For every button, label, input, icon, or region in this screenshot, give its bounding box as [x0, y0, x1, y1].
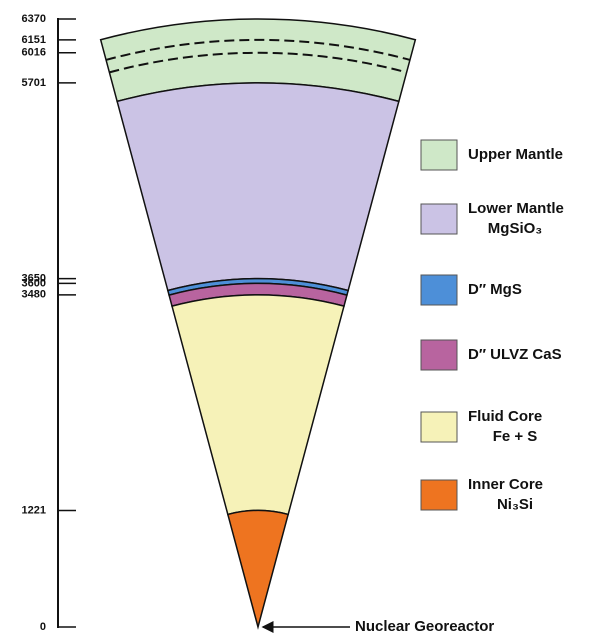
- legend-label: D″ MgS: [468, 281, 522, 298]
- tick-label: 5701: [22, 77, 46, 89]
- tick-label: 6151: [22, 34, 46, 46]
- tick-label: 6370: [22, 13, 46, 25]
- annotation: Nuclear Georeactor: [355, 618, 494, 634]
- legend-label: Upper Mantle: [468, 146, 563, 163]
- tick-label: 1221: [22, 504, 46, 516]
- legend-label: D″ ULVZ CaS: [468, 346, 562, 363]
- legend-swatch: [421, 412, 457, 442]
- tick-label: 6016: [22, 47, 46, 59]
- layer: [172, 295, 344, 515]
- layer: [117, 83, 399, 291]
- diagram: 637061516016570136503600348012210Upper M…: [0, 0, 601, 634]
- tick-label: 3480: [22, 289, 46, 301]
- tick-label: 0: [40, 621, 46, 633]
- legend-label: Lower Mantle: [468, 200, 564, 217]
- tick-label: 3600: [22, 277, 46, 289]
- legend-swatch: [421, 275, 457, 305]
- legend-label: MgSiO₃: [488, 220, 542, 237]
- legend-swatch: [421, 480, 457, 510]
- legend-swatch: [421, 140, 457, 170]
- legend-label: Ni₃Si: [497, 496, 533, 513]
- legend-label: Fluid Core: [468, 408, 542, 425]
- legend-label: Inner Core: [468, 476, 543, 493]
- legend-swatch: [421, 340, 457, 370]
- legend-swatch: [421, 204, 457, 234]
- layer: [228, 510, 288, 627]
- legend-label: Fe + S: [493, 428, 538, 445]
